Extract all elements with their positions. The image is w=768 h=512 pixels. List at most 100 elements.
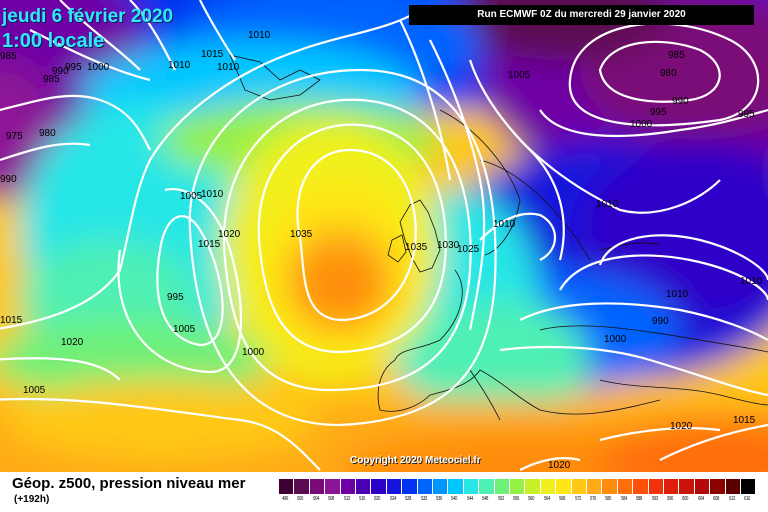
legend-swatch (402, 479, 418, 494)
chart-title: Géop. z500, pression niveau mer (12, 475, 246, 492)
legend-value: 584 (620, 496, 627, 502)
legend-item: 580 (602, 479, 618, 502)
legend-value: 564 (543, 496, 550, 502)
isobar-label: 1025 (457, 244, 480, 255)
legend-swatch (633, 479, 649, 494)
legend-value: 512 (343, 496, 350, 502)
legend-swatch (679, 479, 695, 494)
legend-item: 528 (402, 479, 418, 502)
legend-value: 580 (605, 496, 612, 502)
legend-item: 536 (433, 479, 449, 502)
legend-value: 556 (513, 496, 520, 502)
legend-item: 608 (710, 479, 726, 502)
legend-item: 500 (294, 479, 310, 502)
legend-item: 496 (279, 479, 295, 502)
isobar-label: 1020 (670, 421, 693, 432)
forecast-date: jeudi 6 février 2020 (2, 6, 174, 27)
isobar-label: 1035 (290, 229, 313, 240)
legend-value: 520 (374, 496, 381, 502)
isobar-label: 1010 (217, 62, 240, 73)
legend-item: 556 (510, 479, 526, 502)
legend-swatch (617, 479, 634, 494)
legend-item: 604 (694, 479, 711, 502)
legend-value: 572 (574, 496, 581, 502)
legend-swatch (494, 479, 510, 494)
legend-item: 516 (356, 479, 372, 502)
isobar-label: 1015 (198, 239, 221, 250)
legend-swatch (279, 479, 295, 494)
legend-value: 604 (697, 496, 704, 502)
isobar-label: 1030 (437, 240, 460, 251)
legend-value: 516 (359, 496, 366, 502)
legend-item: 512 (340, 479, 356, 502)
isobar-label: 1010 (666, 289, 689, 300)
legend-item: 524 (386, 479, 403, 502)
legend-item: 544 (463, 479, 480, 502)
legend-value: 612 (728, 496, 735, 502)
model-run-info: Run ECMWF 0Z du mercredi 29 janvier 2020 (409, 5, 754, 25)
isobar-label: 1010 (248, 30, 271, 41)
isobar-label: 1010 (596, 199, 619, 210)
forecast-time: 1:00 locale (2, 30, 105, 52)
isobar-label: 1010 (740, 276, 763, 287)
isobar-label: 1010 (493, 219, 516, 230)
legend-item: 584 (617, 479, 634, 502)
isobar-label: 995 (738, 109, 755, 120)
legend-swatch (648, 479, 664, 494)
legend-item: 600 (679, 479, 695, 502)
isobar-label: 1000 (630, 119, 653, 130)
isobar-label: 995 (167, 292, 184, 303)
legend-value: 560 (528, 496, 535, 502)
isobar-label: 1035 (405, 242, 428, 253)
isobar-label: 995 (650, 107, 667, 118)
legend-value: 616 (744, 496, 751, 502)
isobar-label: 985 (43, 74, 60, 85)
isobar-label: 1005 (23, 385, 46, 396)
legend-value: 544 (466, 496, 473, 502)
legend-swatch (571, 479, 587, 494)
legend-value: 592 (651, 496, 658, 502)
legend-item: 612 (725, 479, 741, 502)
legend-value: 576 (590, 496, 597, 502)
legend-swatch (340, 479, 356, 494)
legend-item: 508 (325, 479, 341, 502)
legend-swatch (325, 479, 341, 494)
legend-item: 568 (556, 479, 572, 502)
legend-item: 552 (494, 479, 510, 502)
legend-item: 520 (371, 479, 387, 502)
isobar-label: 990 (0, 174, 17, 185)
legend-value: 504 (312, 496, 319, 502)
legend-item: 592 (648, 479, 664, 502)
legend-swatch (556, 479, 572, 494)
legend-swatch (525, 479, 541, 494)
legend-item: 560 (525, 479, 541, 502)
isobar-label: 975 (6, 131, 23, 142)
isobar-label: 1000 (242, 347, 265, 358)
legend-swatch (448, 479, 464, 494)
copyright-notice: Copyright 2020 Meteociel.fr (350, 455, 481, 466)
legend-item: 576 (587, 479, 603, 502)
isobar-label: 1010 (168, 60, 191, 71)
legend-value: 552 (497, 496, 504, 502)
isobar-label: 1000 (87, 62, 110, 73)
legend-swatch (294, 479, 310, 494)
forecast-range: (+192h) (14, 494, 50, 505)
legend-item: 564 (540, 479, 557, 502)
legend-swatch (433, 479, 449, 494)
isobar-label: 1015 (0, 315, 23, 326)
legend-swatch (309, 479, 326, 494)
isobar-label: 1010 (201, 189, 224, 200)
legend-value: 608 (713, 496, 720, 502)
legend-item: 616 (741, 479, 757, 502)
isobar-label: 1020 (61, 337, 84, 348)
isobar-label: 1020 (218, 229, 241, 240)
isobar-label: 995 (65, 62, 82, 73)
chart-footer: Géop. z500, pression niveau mer (+192h) … (0, 472, 768, 512)
legend-swatch (386, 479, 403, 494)
legend-value: 588 (636, 496, 643, 502)
legend-item: 596 (664, 479, 680, 502)
isobar-label: 985 (668, 50, 685, 61)
legend-item: 540 (448, 479, 464, 502)
legend-swatch (694, 479, 711, 494)
isobar-label: 1015 (201, 49, 224, 60)
